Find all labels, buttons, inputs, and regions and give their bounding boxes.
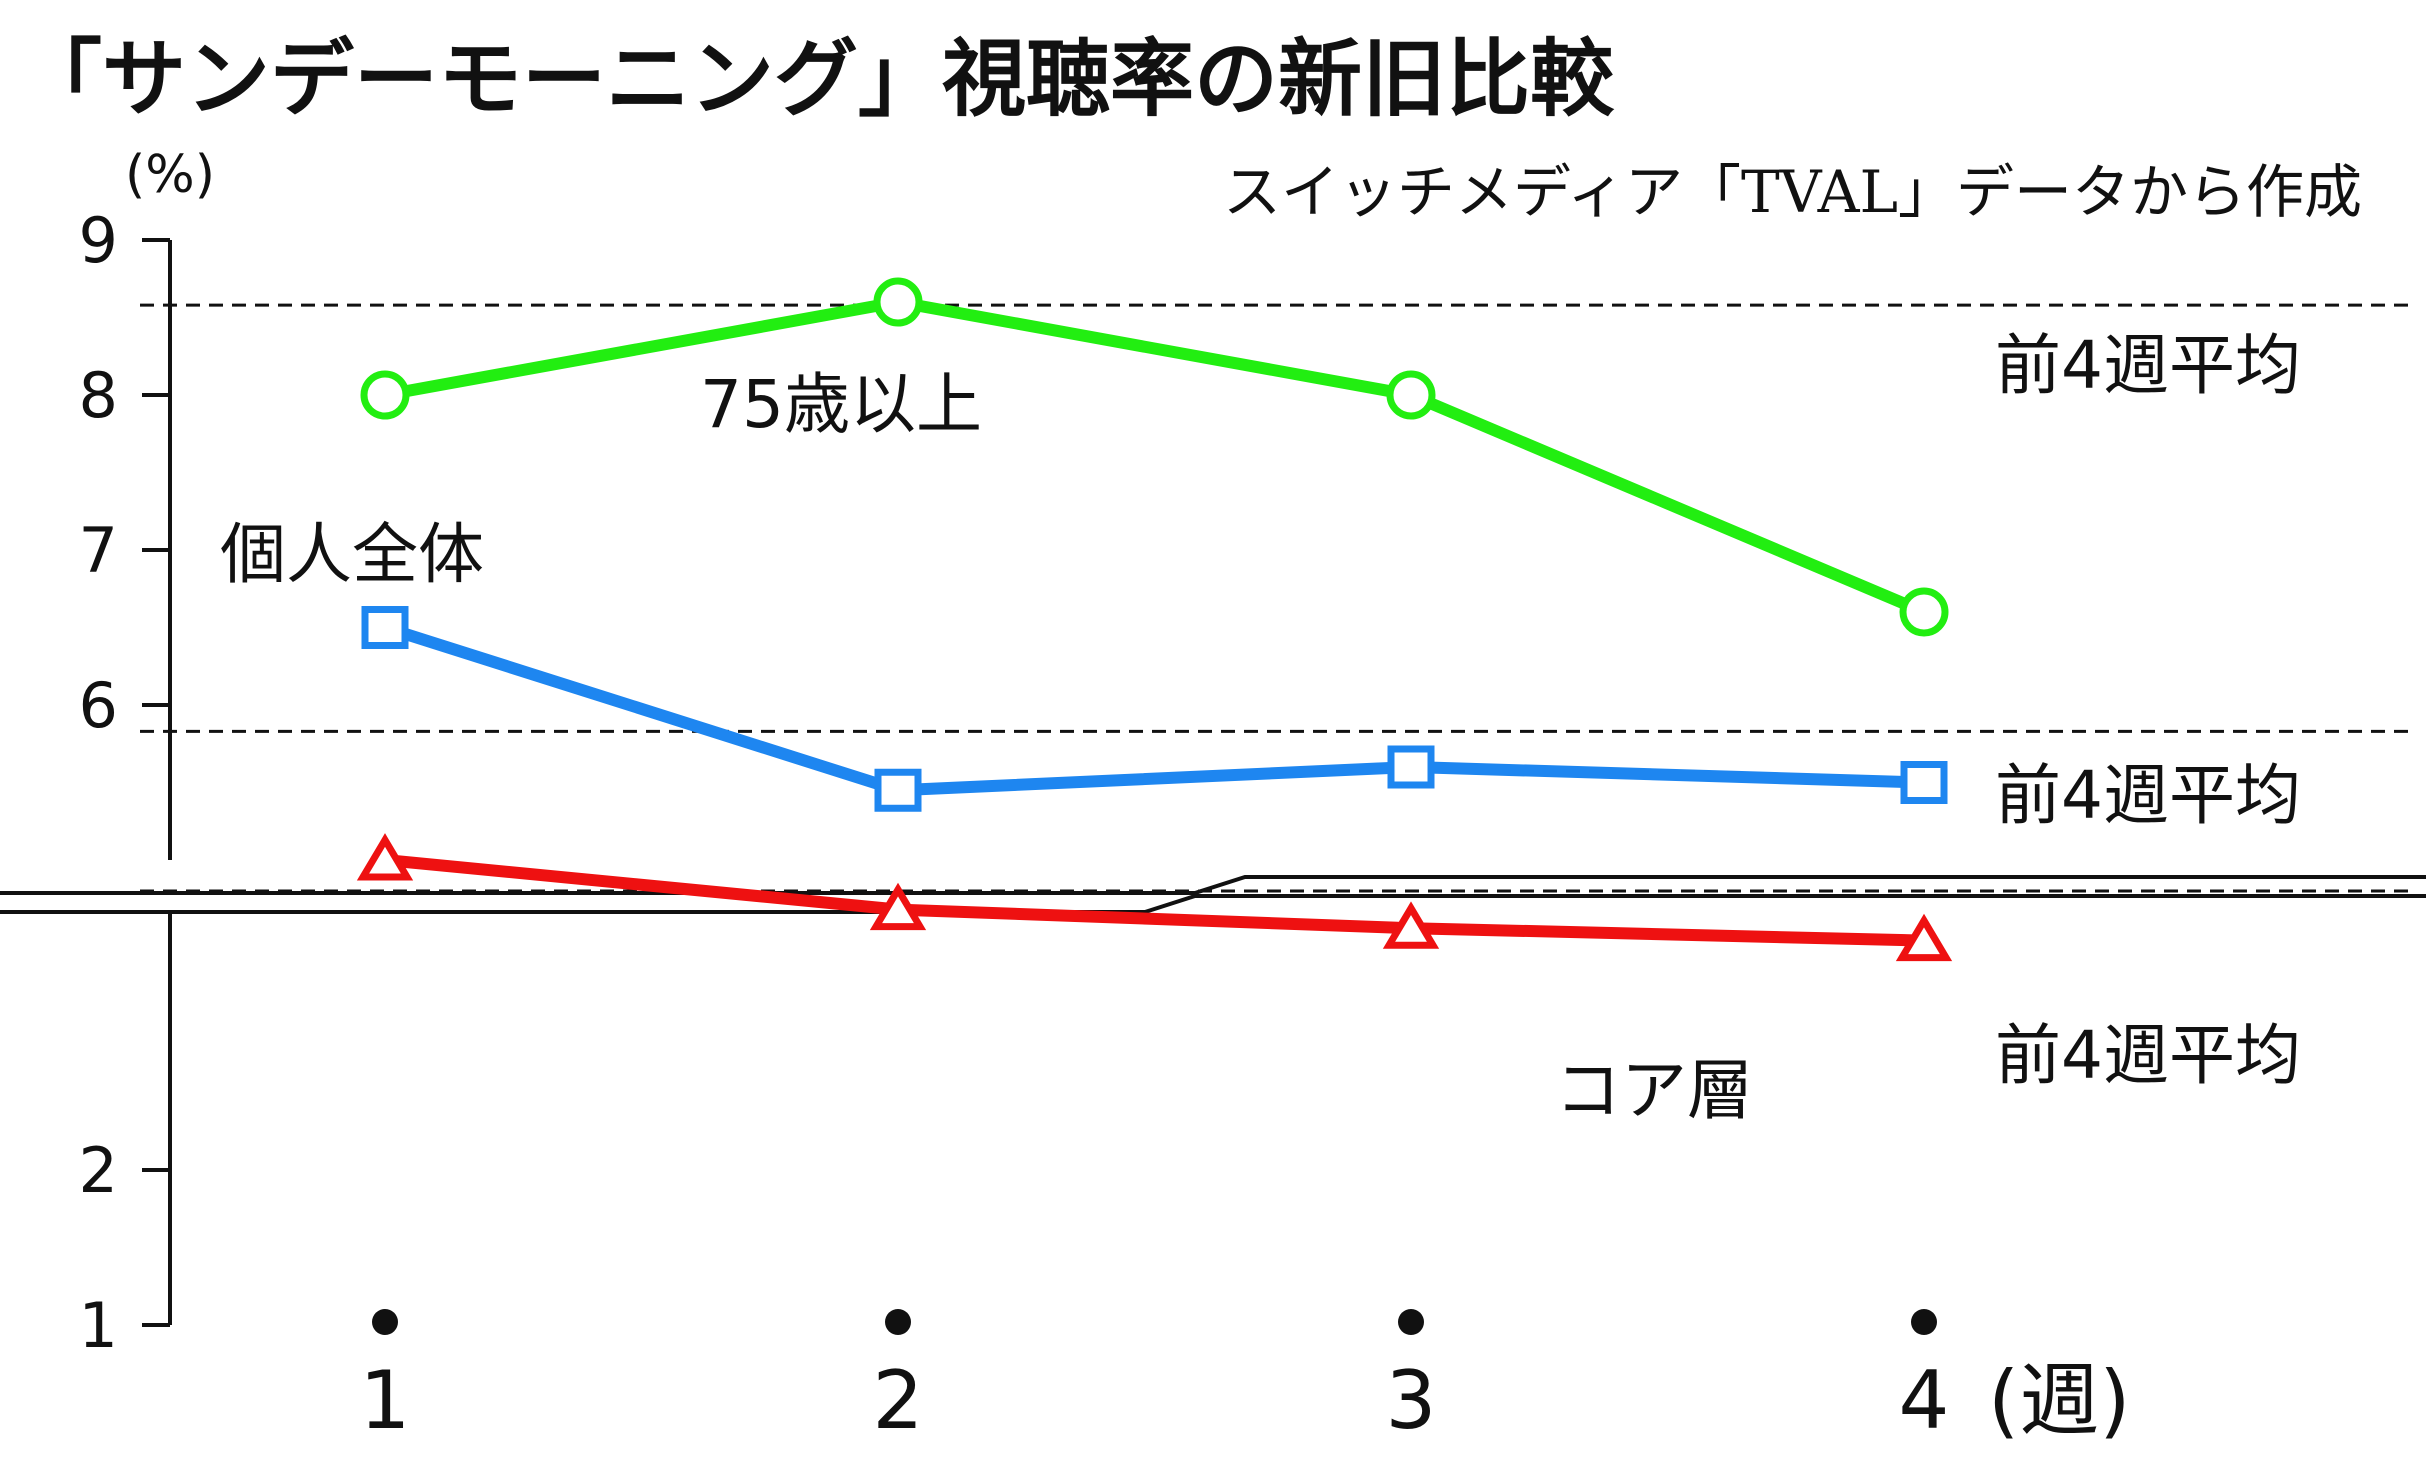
average-label: 前4週平均 bbox=[1995, 327, 2301, 404]
axis-break-line-upper bbox=[0, 875, 2426, 895]
triangle-marker bbox=[869, 882, 927, 931]
square-marker bbox=[874, 768, 922, 812]
series-label: 個人全体 bbox=[220, 516, 484, 593]
average-label: 前4週平均 bbox=[1995, 757, 2301, 834]
chart-title: 「サンデーモーニング」視聴率の新旧比較 bbox=[18, 30, 1615, 128]
x-tick-label: 2 bbox=[873, 1354, 924, 1447]
series-line bbox=[383, 296, 1927, 618]
axis-break-line-lower bbox=[0, 894, 2426, 914]
x-tick-dot bbox=[1911, 1309, 1937, 1335]
x-tick-label: 4 bbox=[1899, 1354, 1950, 1447]
square-marker bbox=[1900, 761, 1948, 804]
circle-marker bbox=[873, 277, 923, 327]
x-axis-label: (週) bbox=[1988, 1354, 2130, 1447]
source-note: スイッチメディア「TVAL」データから作成 bbox=[1223, 158, 2362, 226]
y-tick-label: 1 bbox=[79, 1289, 118, 1362]
circle-marker bbox=[1899, 587, 1949, 637]
triangle-marker bbox=[1382, 901, 1440, 949]
y-tick-label: 2 bbox=[79, 1134, 118, 1207]
circle-marker bbox=[1386, 370, 1436, 420]
series-line bbox=[384, 854, 1925, 947]
x-tick-dot bbox=[885, 1309, 911, 1335]
triangle-marker bbox=[1895, 913, 1953, 962]
square-marker bbox=[1387, 745, 1435, 789]
y-tick-label: 6 bbox=[79, 669, 118, 742]
axes: 9 8 7 6 2 1 1 2 3 4 (週) bbox=[0, 204, 2426, 1447]
square-marker bbox=[361, 606, 409, 649]
y-axis-unit: (%) bbox=[125, 145, 215, 205]
series-line bbox=[383, 621, 1925, 797]
x-tick-label: 1 bbox=[360, 1354, 411, 1447]
series-label: 75歳以上 bbox=[700, 366, 982, 443]
series-layer bbox=[356, 277, 1953, 962]
series-label: コア層 bbox=[1555, 1052, 1753, 1129]
average-label: 前4週平均 bbox=[1995, 1017, 2301, 1094]
y-tick-label: 8 bbox=[79, 359, 118, 432]
x-tick-dot bbox=[372, 1309, 398, 1335]
y-tick-label: 9 bbox=[79, 204, 118, 277]
circle-marker bbox=[360, 370, 410, 420]
y-tick-label: 7 bbox=[79, 514, 118, 587]
triangle-marker bbox=[356, 833, 414, 881]
x-tick-label: 3 bbox=[1386, 1354, 1437, 1447]
x-tick-dot bbox=[1398, 1309, 1424, 1335]
